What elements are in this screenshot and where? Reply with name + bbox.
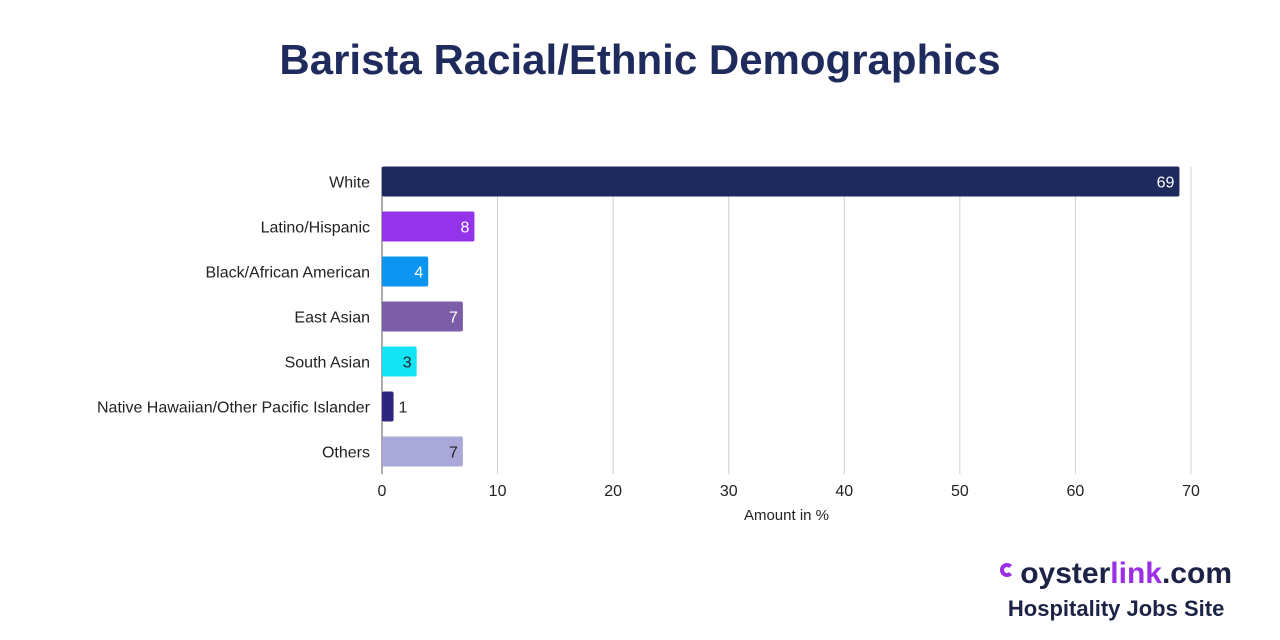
brand-name-part3: .com bbox=[1161, 557, 1232, 590]
brand-logo: oyster link .com Hospitality Jobs Site bbox=[1000, 556, 1232, 622]
x-tick-label: 20 bbox=[604, 483, 622, 500]
x-tick-label: 60 bbox=[1067, 483, 1085, 500]
category-label: East Asian bbox=[294, 310, 370, 327]
category-label: Native Hawaiian/Other Pacific Islander bbox=[97, 400, 371, 417]
category-label: South Asian bbox=[285, 355, 370, 372]
data-label: 69 bbox=[1157, 175, 1175, 192]
brand-name-part2: link bbox=[1110, 557, 1162, 590]
bar bbox=[382, 211, 475, 242]
data-label: 7 bbox=[449, 310, 458, 327]
data-label: 3 bbox=[403, 355, 412, 372]
x-tick-label: 10 bbox=[489, 483, 507, 500]
data-label: 1 bbox=[399, 400, 408, 417]
bar bbox=[382, 391, 394, 422]
x-tick-label: 0 bbox=[378, 483, 387, 500]
bar bbox=[382, 346, 417, 377]
bar bbox=[382, 256, 429, 287]
bar bbox=[382, 436, 463, 467]
brand-tagline: Hospitality Jobs Site bbox=[1007, 596, 1225, 621]
x-axis-title: Amount in % bbox=[744, 507, 829, 524]
data-label: 8 bbox=[461, 220, 470, 237]
category-label: Latino/Hispanic bbox=[261, 220, 370, 237]
data-label: 7 bbox=[449, 445, 458, 462]
bar bbox=[382, 166, 1180, 197]
brand-wordmark: oyster link .com bbox=[1000, 556, 1232, 592]
category-label: White bbox=[329, 175, 370, 192]
oyster-logo-icon bbox=[1000, 563, 1015, 577]
category-label: Black/African American bbox=[205, 265, 370, 282]
x-tick-label: 30 bbox=[720, 483, 738, 500]
bar bbox=[382, 301, 463, 332]
x-tick-label: 50 bbox=[951, 483, 969, 500]
x-tick-label: 70 bbox=[1182, 483, 1200, 500]
category-label: Others bbox=[322, 445, 370, 462]
chart-title: Barista Racial/Ethnic Demographics bbox=[279, 36, 1001, 83]
data-label: 4 bbox=[414, 265, 423, 282]
brand-name-part1: oyster bbox=[1020, 557, 1111, 590]
x-tick-label: 40 bbox=[835, 483, 853, 500]
